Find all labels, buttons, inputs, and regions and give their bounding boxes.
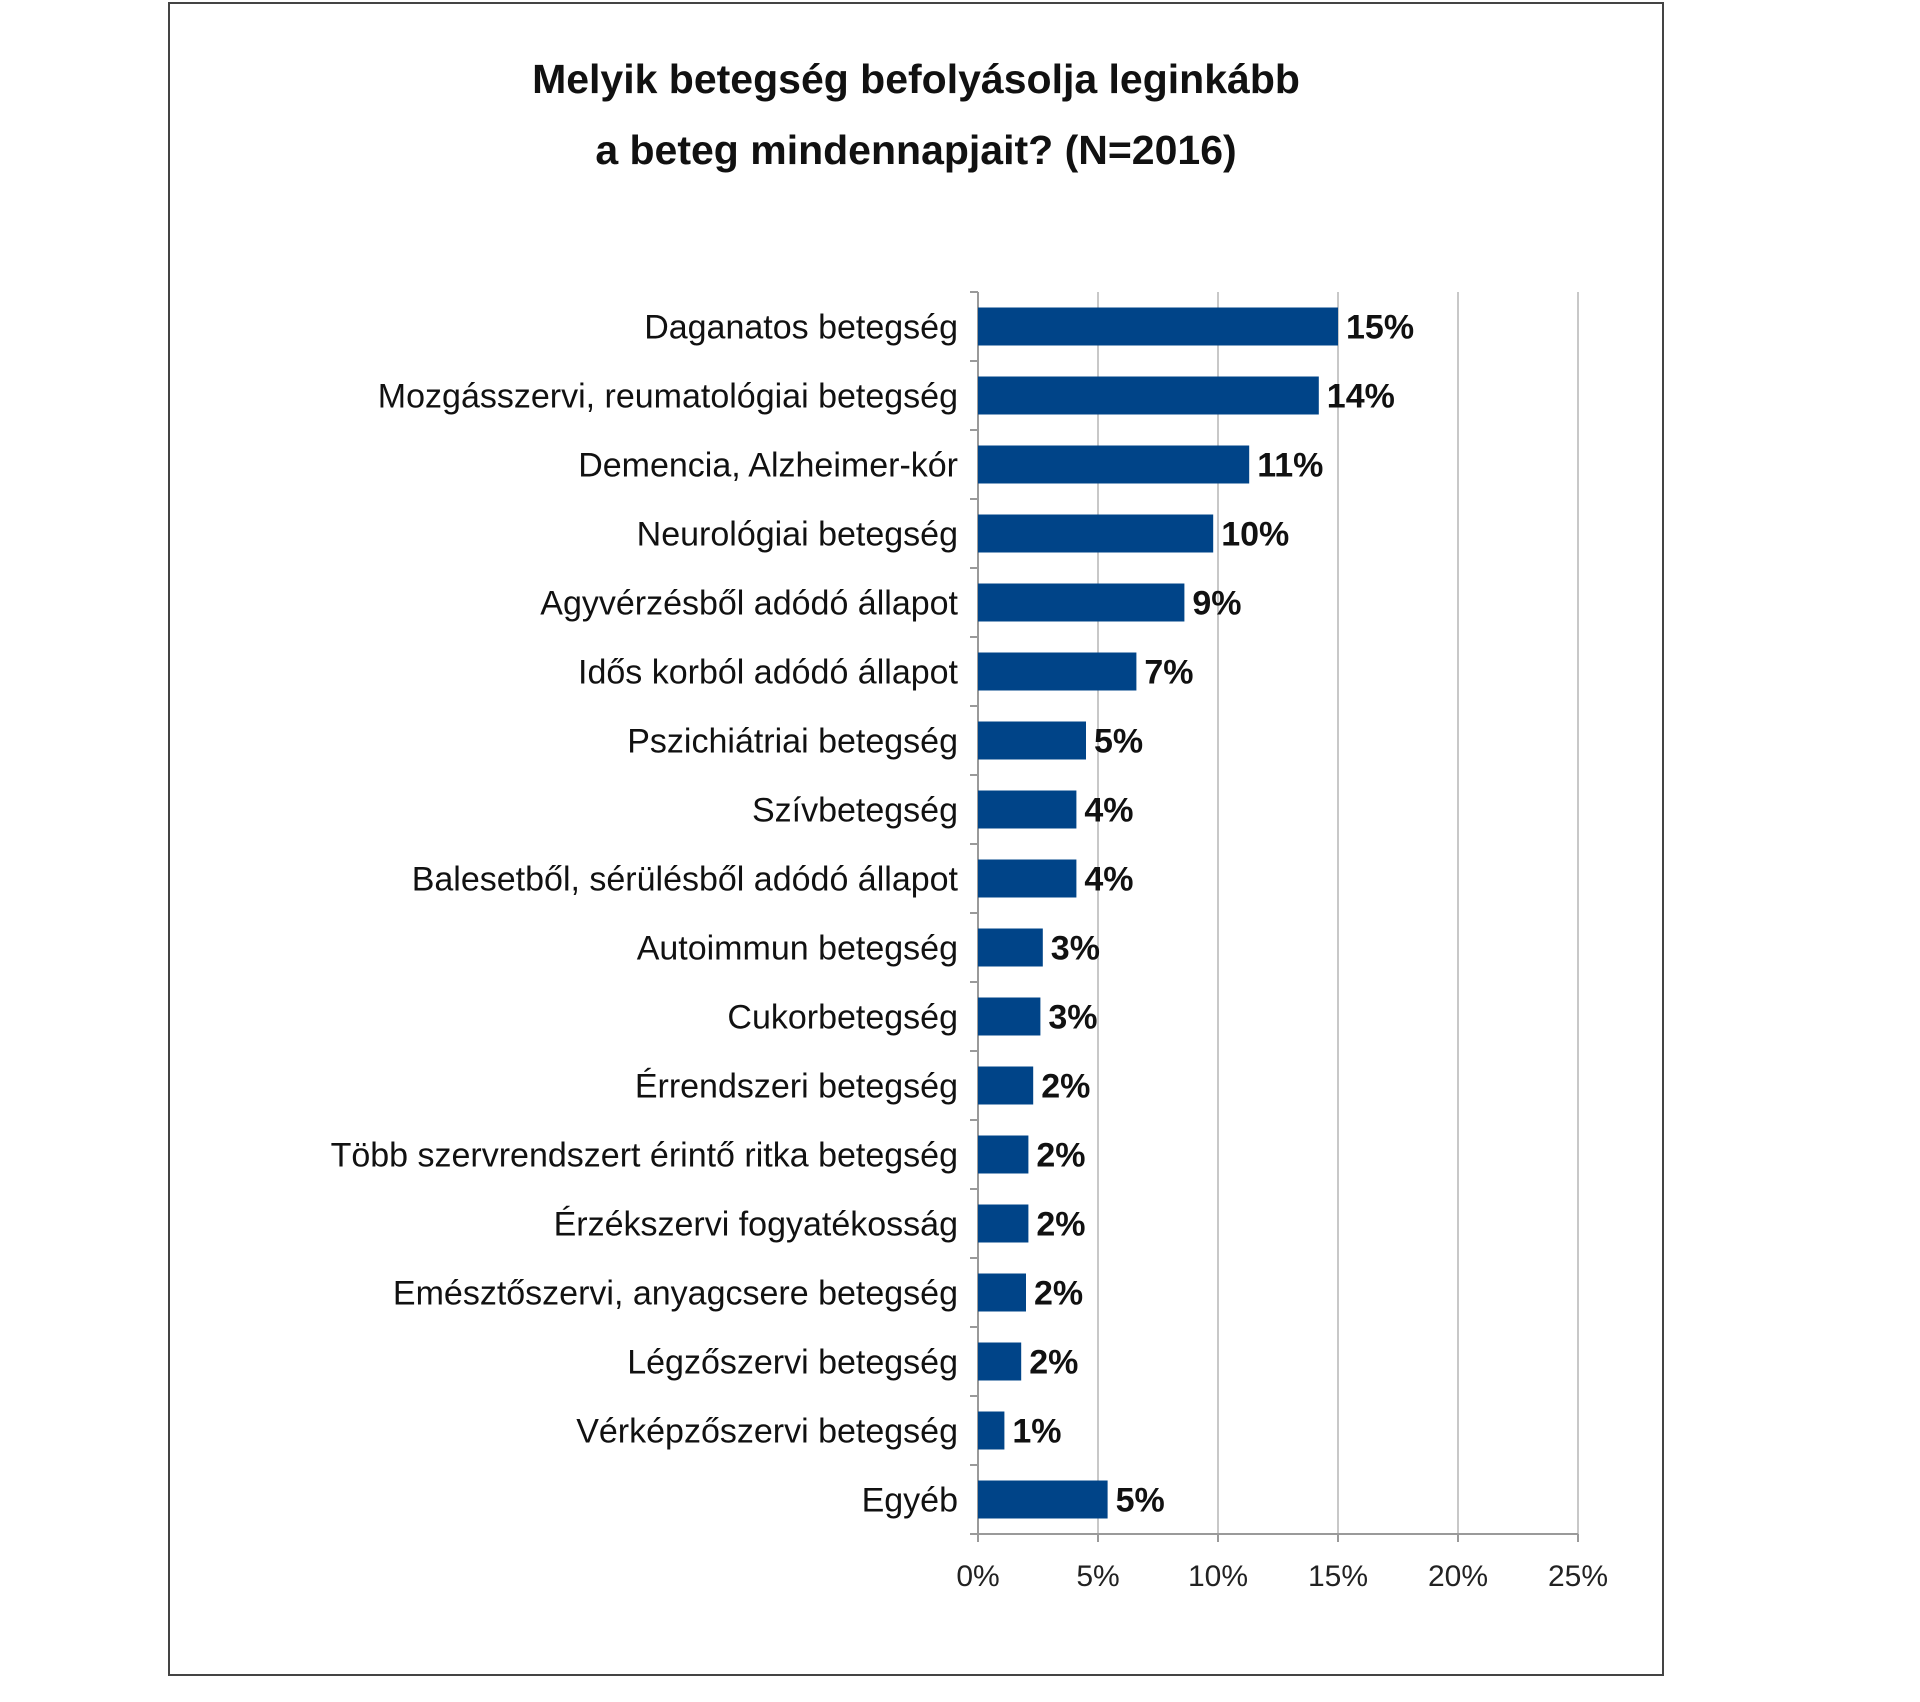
data-label-16: 2% (1029, 1344, 1078, 1382)
category-label-1: Daganatos betegség (644, 309, 958, 347)
data-label-11: 3% (1048, 999, 1097, 1037)
bar-7 (978, 721, 1086, 760)
bars (978, 307, 1338, 1519)
bar-18 (978, 1480, 1108, 1519)
bar-8 (978, 790, 1077, 829)
data-label-18: 5% (1116, 1482, 1165, 1520)
category-label-10: Autoimmun betegség (637, 930, 958, 968)
category-labels: Daganatos betegség Mozgásszervi, reumatol… (331, 309, 959, 1520)
data-label-15: 2% (1034, 1275, 1083, 1313)
bar-17 (978, 1411, 1005, 1450)
category-label-8: Szívbetegség (752, 792, 958, 830)
bar-6 (978, 652, 1137, 691)
bar-chart: Melyik betegség befolyásolja leginkább a… (331, 56, 1608, 1593)
x-tick-label-25: 25% (1548, 1560, 1608, 1593)
x-tick-label-15: 15% (1308, 1560, 1368, 1593)
category-label-4: Neurológiai betegség (637, 516, 958, 554)
bar-14 (978, 1204, 1029, 1243)
bar-15 (978, 1273, 1026, 1312)
category-label-2: Mozgásszervi, reumatológiai betegség (378, 378, 958, 416)
data-label-4: 10% (1221, 516, 1289, 554)
data-label-17: 1% (1012, 1413, 1061, 1451)
category-label-14: Érzékszervi fogyatékosság (554, 1206, 958, 1244)
bar-5 (978, 583, 1185, 622)
data-label-12: 2% (1041, 1068, 1090, 1106)
bar-4 (978, 514, 1214, 553)
data-label-2: 14% (1327, 378, 1395, 416)
data-label-8: 4% (1084, 792, 1133, 830)
category-label-16: Légzőszervi betegség (627, 1344, 958, 1382)
x-tick-label-5: 5% (1076, 1560, 1119, 1593)
data-label-14: 2% (1036, 1206, 1085, 1244)
category-label-9: Balesetből, sérülésből adódó állapot (412, 861, 959, 899)
data-label-13: 2% (1036, 1137, 1085, 1175)
data-label-5: 9% (1192, 585, 1241, 623)
data-label-3: 11% (1257, 447, 1323, 485)
chart-title-line-2: a beteg mindennapjait? (N=2016) (595, 127, 1236, 173)
data-label-1: 15% (1346, 309, 1414, 347)
chart-frame: Melyik betegség befolyásolja leginkább a… (168, 2, 1664, 1676)
category-label-17: Vérképzőszervi betegség (576, 1413, 958, 1451)
gridlines (970, 291, 1579, 1542)
bar-9 (978, 859, 1077, 898)
category-label-5: Agyvérzésből adódó állapot (540, 585, 958, 623)
chart-title-line-1: Melyik betegség befolyásolja leginkább (532, 56, 1300, 102)
data-labels: 15%14%11%10%9%7%5%4%4%3%3%2%2%2%2%2%1%5% (1012, 309, 1414, 1520)
bar-1 (978, 307, 1338, 346)
x-tick-label-10: 10% (1188, 1560, 1248, 1593)
category-label-12: Érrendszeri betegség (635, 1068, 958, 1106)
x-tick-label-20: 20% (1428, 1560, 1488, 1593)
category-label-6: Idős korból adódó állapot (578, 654, 958, 692)
bar-13 (978, 1135, 1029, 1174)
bar-12 (978, 1066, 1034, 1105)
x-axis-tick-labels: 0% 5% 10% 15% 20% 25% (956, 1560, 1608, 1593)
x-tick-label-0: 0% (956, 1560, 999, 1593)
category-label-13: Több szervrendszert érintő ritka betegsé… (331, 1137, 958, 1175)
category-label-18: Egyéb (862, 1482, 958, 1520)
bar-2 (978, 376, 1319, 415)
bar-3 (978, 445, 1250, 484)
data-label-10: 3% (1051, 930, 1100, 968)
bar-16 (978, 1342, 1022, 1381)
category-label-11: Cukorbetegség (727, 999, 958, 1037)
data-label-7: 5% (1094, 723, 1143, 761)
data-label-6: 7% (1144, 654, 1193, 692)
bar-11 (978, 997, 1041, 1036)
bar-10 (978, 928, 1043, 967)
category-label-7: Pszichiátriai betegség (627, 723, 958, 761)
category-label-15: Emésztőszervi, anyagcsere betegség (393, 1275, 958, 1313)
category-label-3: Demencia, Alzheimer-kór (578, 447, 958, 485)
data-label-9: 4% (1084, 861, 1133, 899)
